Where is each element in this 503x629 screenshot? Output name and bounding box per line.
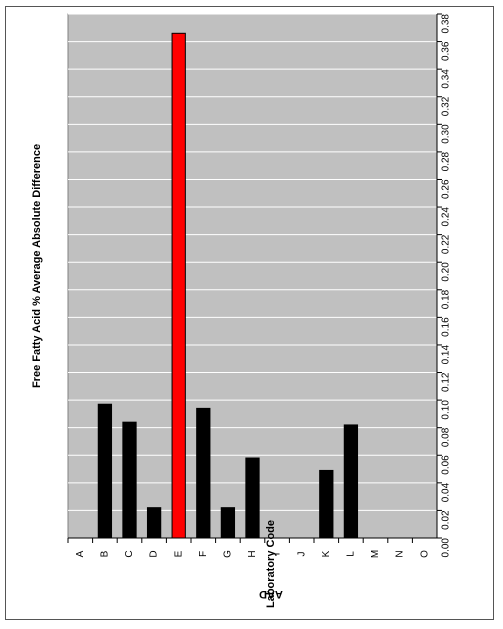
value-tick-label: 0.12 xyxy=(441,372,452,392)
category-tick-label: D xyxy=(149,550,160,557)
value-tick-label: 0.16 xyxy=(441,317,452,337)
value-tick-label: 0.10 xyxy=(441,400,452,420)
value-tick-label: 0.36 xyxy=(441,41,452,61)
category-tick-label: M xyxy=(370,550,381,558)
bar-e xyxy=(171,32,186,539)
category-tick-label: J xyxy=(296,552,307,557)
category-axis-title: Laboratory Code xyxy=(265,520,277,608)
value-tick-label: 0.26 xyxy=(441,179,452,199)
bar-layer xyxy=(97,32,359,539)
category-tick-labels: A B C D E F G H I J K L M N O xyxy=(75,550,430,558)
value-tick-label: 0.22 xyxy=(441,234,452,254)
value-tick-label: 0.20 xyxy=(441,262,452,282)
bar-k xyxy=(319,469,334,539)
axis-layer xyxy=(67,13,442,543)
value-tick-label: 0.00 xyxy=(441,538,452,558)
category-tick-label: C xyxy=(124,550,135,557)
category-tick-label: F xyxy=(198,551,209,557)
value-tick-label: 0.14 xyxy=(441,345,452,365)
bar-g xyxy=(220,507,236,539)
category-tick-label: E xyxy=(173,550,184,557)
category-tick-label: K xyxy=(321,550,332,557)
category-tick-label: I xyxy=(272,553,283,556)
bar-f xyxy=(196,407,211,539)
category-tick-label: B xyxy=(100,550,111,557)
bar-l xyxy=(343,424,359,539)
value-tick-label: 0.38 xyxy=(441,14,452,34)
value-tick-label: 0.08 xyxy=(441,427,452,447)
bar-c xyxy=(122,421,137,539)
category-tick-label: O xyxy=(419,550,430,558)
value-tick-label: 0.02 xyxy=(441,510,452,530)
bar-d xyxy=(146,507,162,539)
category-tick-label: G xyxy=(223,550,234,558)
value-tick-labels: 0.00 0.02 0.04 0.06 0.08 0.10 0.12 0.14 0.16 0.18… xyxy=(441,14,452,558)
value-tick-label: 0.04 xyxy=(441,482,452,502)
chart-title: Free Fatty Acid % Average Absolute Diffe… xyxy=(31,144,43,388)
value-tick-label: 0.24 xyxy=(441,207,452,227)
value-tick-label: 0.30 xyxy=(441,124,452,144)
category-tick-label: L xyxy=(346,551,357,557)
value-tick-label: 0.06 xyxy=(441,455,452,475)
value-tick-label: 0.32 xyxy=(441,96,452,116)
value-axis-title: AAD xyxy=(259,588,283,600)
category-tick-label: A xyxy=(75,550,86,557)
category-tick-label: H xyxy=(247,550,258,557)
value-tick-label: 0.28 xyxy=(441,151,452,171)
value-tick-label: 0.18 xyxy=(441,289,452,309)
bar-b xyxy=(97,403,113,539)
bar-h xyxy=(245,457,260,539)
value-tick-label: 0.34 xyxy=(441,69,452,89)
category-tick-label: N xyxy=(395,550,406,557)
